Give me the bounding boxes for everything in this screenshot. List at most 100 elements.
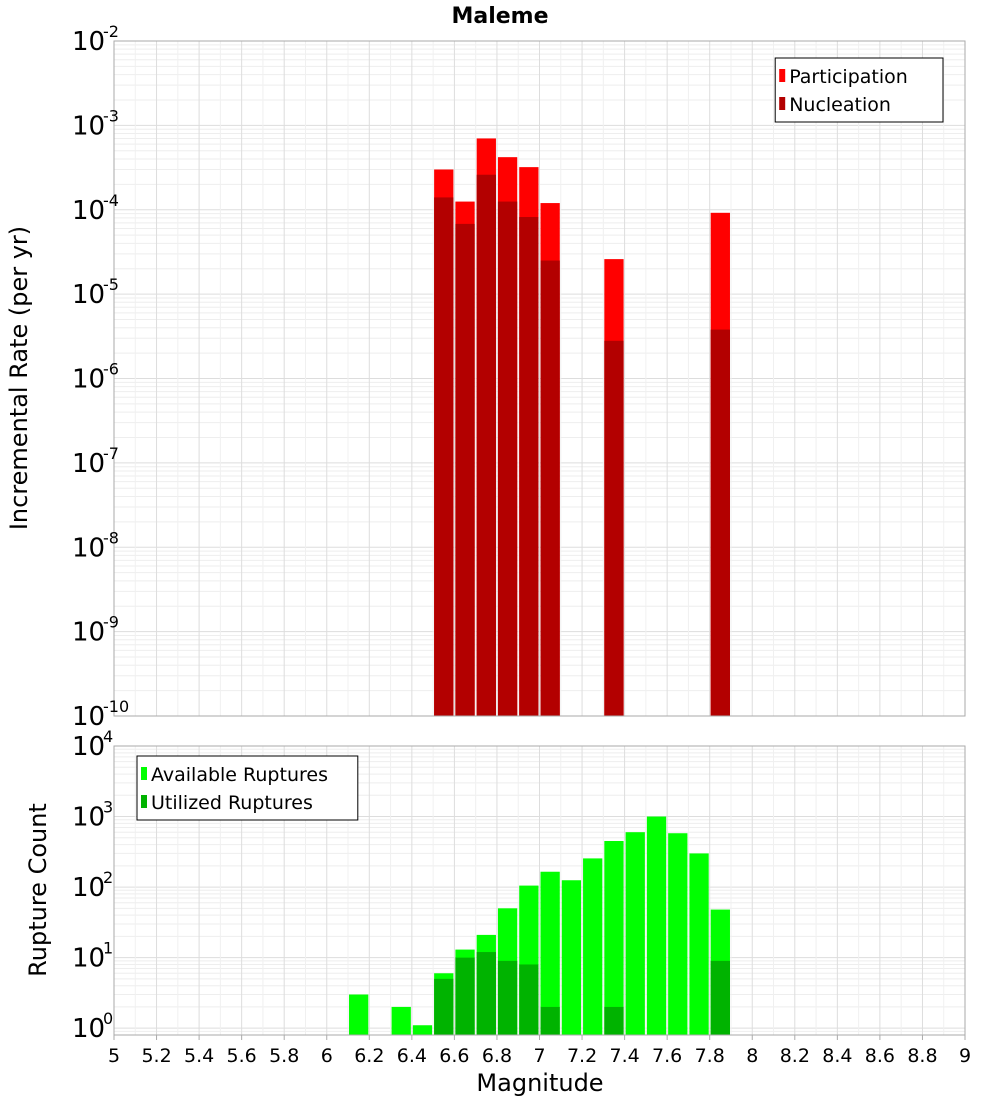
x-tick-label: 8.6	[865, 1045, 895, 1067]
y-tick-base: 10	[72, 873, 105, 903]
top-grid	[113, 41, 966, 717]
bottom-bar-utilized-ruptures	[710, 960, 730, 1035]
y-tick-label: 10-5	[72, 275, 119, 310]
bottom-y-axis-label: Rupture Count	[24, 803, 52, 977]
top-bar-nucleation	[604, 340, 624, 716]
legend-label: Available Ruptures	[151, 764, 328, 786]
legend-swatch	[779, 97, 786, 110]
bottom-legend: Available Ruptures Utilized Ruptures	[136, 755, 359, 821]
bottom-bar-utilized-ruptures	[434, 978, 454, 1035]
y-tick-label: 100	[72, 1009, 113, 1044]
top-y-axis-label: Incremental Rate (per yr)	[5, 226, 33, 530]
legend-label: Participation	[789, 66, 908, 88]
y-tick-label: 10-4	[72, 191, 119, 226]
x-tick-label: 7.6	[652, 1045, 682, 1067]
bottom-bar-available-ruptures	[391, 1006, 411, 1035]
y-tick-exponent: 0	[103, 1009, 113, 1028]
y-tick-exponent: -4	[103, 191, 119, 210]
bottom-bar-available-ruptures	[604, 841, 624, 1035]
x-tick-label: 5.4	[184, 1045, 214, 1067]
bottom-bar-available-ruptures	[412, 1025, 433, 1035]
y-tick-base: 10	[72, 1014, 105, 1044]
bottom-bar-available-ruptures	[583, 858, 603, 1035]
legend-label: Utilized Ruptures	[151, 792, 313, 814]
y-tick-base: 10	[72, 449, 105, 479]
bottom-bar-utilized-ruptures	[497, 960, 518, 1035]
y-tick-base: 10	[72, 944, 105, 974]
top-bar-nucleation	[540, 260, 560, 716]
bottom-bar-utilized-ruptures	[455, 957, 475, 1035]
y-tick-base: 10	[72, 803, 105, 833]
top-bar-nucleation	[476, 174, 496, 716]
x-ticks: 5 5.2 5.4 5.6 5.8 6 6.2 6.4 6.6 6.8 7 7.2 7.4 7.6 7.8 8…	[108, 1035, 971, 1067]
top-bar-nucleation	[497, 201, 518, 716]
y-tick-base: 10	[72, 702, 105, 732]
x-tick-label: 8.2	[780, 1045, 810, 1067]
y-tick-exponent: 1	[103, 939, 113, 958]
bottom-bar-available-ruptures	[540, 871, 560, 1035]
x-tick-label: 8	[746, 1045, 758, 1067]
legend-swatch	[141, 795, 147, 808]
x-tick-label: 5.2	[141, 1045, 171, 1067]
y-tick-label: 10-8	[72, 528, 119, 563]
y-tick-exponent: 2	[103, 868, 113, 887]
y-tick-exponent: -3	[103, 106, 119, 125]
x-tick-label: 8.4	[822, 1045, 852, 1067]
y-tick-base: 10	[72, 27, 105, 57]
bottom-bars	[349, 816, 730, 1035]
y-tick-label: 10-6	[72, 360, 119, 395]
y-tick-label: 10-9	[72, 613, 119, 648]
y-tick-exponent: -8	[103, 528, 119, 547]
y-tick-label: 102	[72, 868, 113, 903]
bottom-bar-available-ruptures	[625, 832, 645, 1035]
x-tick-label: 7.2	[567, 1045, 597, 1067]
y-tick-base: 10	[72, 618, 105, 648]
y-tick-label: 10-7	[72, 444, 119, 479]
y-tick-exponent: 3	[103, 798, 113, 817]
x-tick-label: 5.6	[227, 1045, 257, 1067]
x-tick-label: 6.6	[439, 1045, 469, 1067]
bottom-bar-utilized-ruptures	[540, 1006, 560, 1035]
y-tick-label: 101	[72, 939, 113, 974]
x-tick-label: 6	[321, 1045, 333, 1067]
x-tick-label: 5.8	[269, 1045, 299, 1067]
x-tick-label: 7	[533, 1045, 545, 1067]
y-tick-label: 10-3	[72, 106, 119, 141]
top-legend: Participation Nucleation	[774, 57, 944, 123]
bottom-bar-available-ruptures	[646, 816, 667, 1035]
y-tick-base: 10	[72, 732, 105, 762]
legend-swatch	[779, 69, 786, 82]
y-tick-exponent: -7	[103, 444, 119, 463]
legend-label: Nucleation	[789, 94, 891, 116]
y-tick-label: 103	[72, 798, 113, 833]
y-tick-base: 10	[72, 533, 105, 563]
x-tick-label: 6.4	[397, 1045, 427, 1067]
top-bar-nucleation	[455, 223, 475, 716]
x-tick-label: 9	[959, 1045, 971, 1067]
y-tick-exponent: -9	[103, 613, 119, 632]
bottom-bar-utilized-ruptures	[604, 1006, 624, 1035]
bottom-bar-available-ruptures	[561, 880, 582, 1035]
x-tick-label: 5	[108, 1045, 120, 1067]
top-bar-nucleation	[519, 217, 539, 716]
y-tick-base: 10	[72, 280, 105, 310]
y-tick-base: 10	[72, 111, 105, 141]
legend-swatch	[141, 767, 147, 780]
y-tick-exponent: 4	[103, 727, 113, 746]
chart-title: Maleme	[451, 4, 548, 29]
bottom-bar-available-ruptures	[349, 994, 369, 1035]
bottom-bar-available-ruptures	[689, 853, 709, 1035]
x-tick-label: 6.2	[354, 1045, 384, 1067]
y-tick-base: 10	[72, 196, 105, 226]
x-axis-label: Magnitude	[476, 1069, 603, 1097]
y-tick-label: 10-2	[72, 22, 119, 57]
y-tick-label: 10-10	[72, 697, 129, 732]
legend-box	[136, 755, 359, 821]
y-tick-exponent: -5	[103, 275, 119, 294]
y-tick-exponent: -10	[103, 697, 129, 716]
